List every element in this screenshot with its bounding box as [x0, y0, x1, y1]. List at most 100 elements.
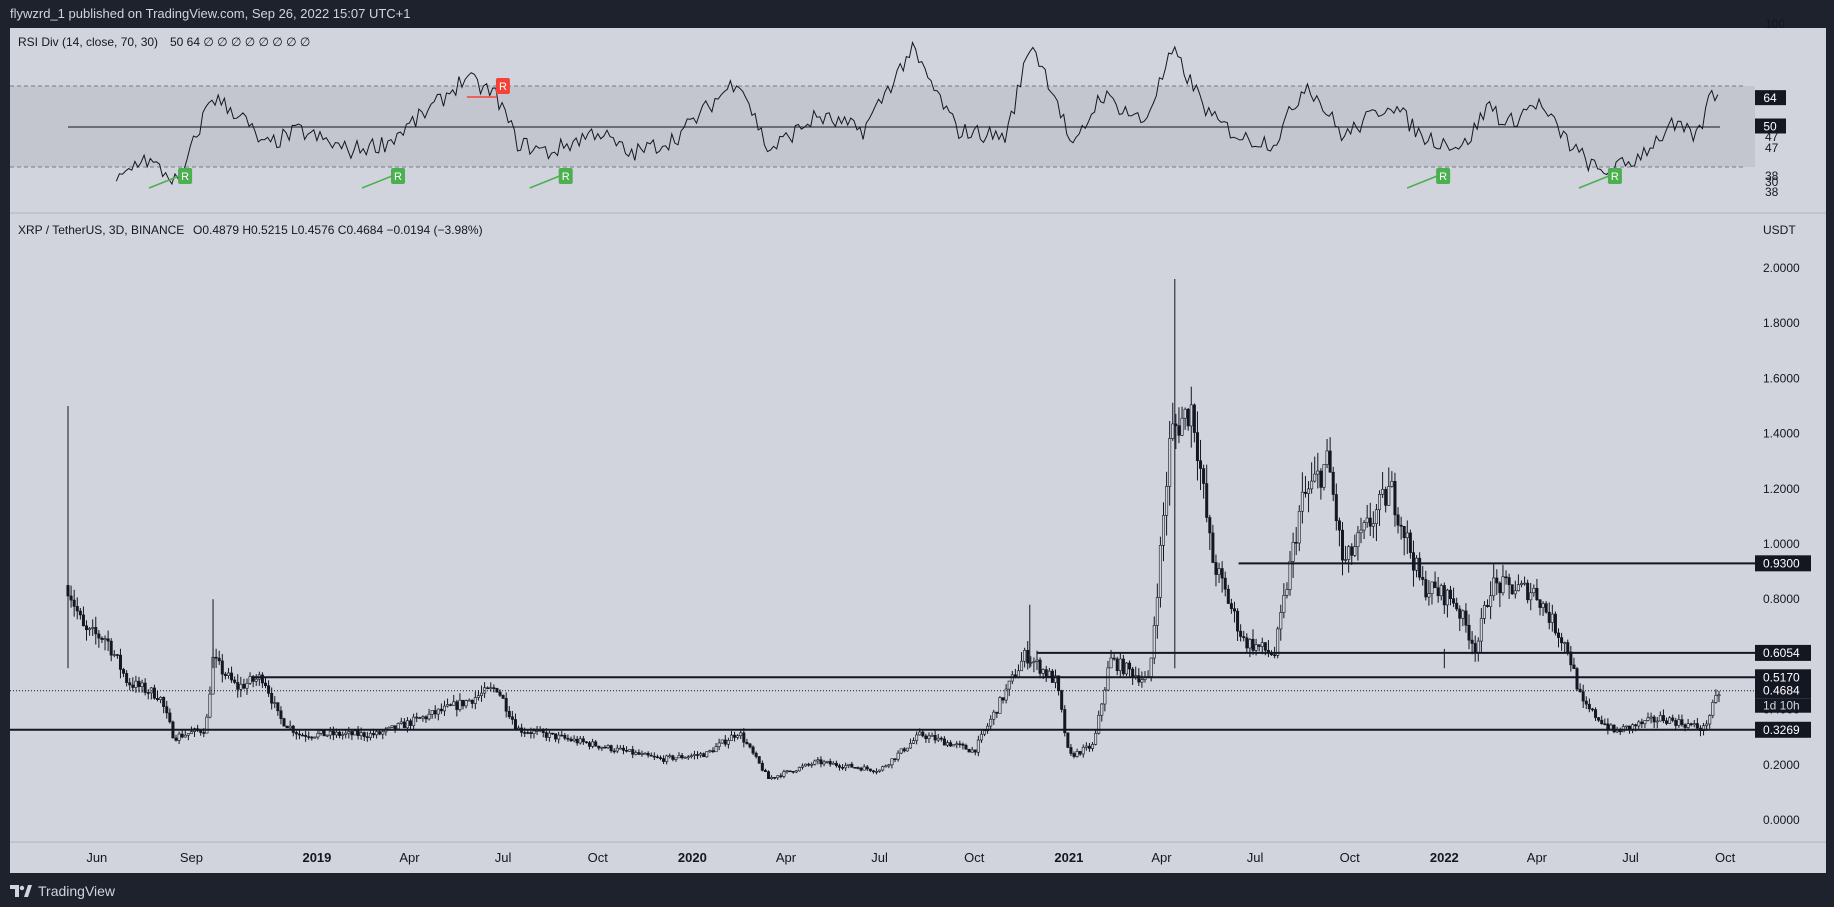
- candle-body: [547, 732, 551, 738]
- candle-body: [455, 701, 459, 710]
- price-panel[interactable]: XRP / TetherUS, 3D, BINANCE O0.4879 H0.5…: [10, 223, 1755, 780]
- candle-body: [365, 736, 369, 738]
- candle-body: [1334, 494, 1338, 522]
- candle-body: [896, 752, 900, 760]
- candle-body: [662, 758, 666, 762]
- candle-body: [1566, 642, 1570, 653]
- candle-body: [621, 747, 625, 751]
- candle-body: [418, 717, 422, 719]
- candle-body: [887, 764, 891, 767]
- candle-body: [859, 767, 863, 771]
- candle-body: [489, 687, 493, 689]
- candle-body: [100, 637, 104, 640]
- candle-body: [94, 627, 98, 635]
- candle-body: [168, 712, 172, 723]
- candle-body: [908, 743, 912, 749]
- candle-body: [952, 744, 956, 747]
- candle-body: [1297, 510, 1301, 544]
- candle-body: [449, 704, 453, 706]
- divergence-label: R: [562, 171, 570, 183]
- candle-body: [1032, 661, 1036, 663]
- price-tick-label: 1.0000: [1763, 537, 1800, 551]
- candle-body: [375, 731, 379, 736]
- candle-body: [569, 738, 573, 742]
- level-price-box: [1755, 644, 1811, 661]
- candle-body: [1384, 488, 1388, 506]
- candle-body: [1251, 639, 1255, 651]
- candle-body: [742, 732, 746, 743]
- candle-body: [767, 771, 771, 779]
- candle-body: [1560, 637, 1564, 644]
- time-tick-label: Apr: [1527, 850, 1548, 865]
- time-scale[interactable]: Jun Sep 2019 Apr Jul Oct 2020 Apr Jul Oct 2021 Apr J…: [10, 841, 1826, 865]
- candle-body: [677, 755, 681, 759]
- candle-body: [720, 739, 724, 744]
- candle-body: [267, 685, 271, 694]
- candle-body: [140, 682, 144, 688]
- candle-body: [899, 748, 903, 754]
- level-price-label: 0.6054: [1763, 646, 1800, 660]
- candle-body: [831, 762, 835, 765]
- candle-body: [921, 731, 925, 737]
- candle-body: [467, 699, 471, 702]
- chart-frame: [10, 28, 1826, 873]
- candle-body: [378, 731, 382, 735]
- candle-body: [131, 684, 135, 688]
- candle-body: [1436, 587, 1440, 597]
- candle-body: [1445, 589, 1449, 606]
- candle-body: [1211, 532, 1215, 563]
- level-price-label: 0.4684: [1763, 684, 1800, 698]
- candle-body: [983, 730, 987, 735]
- candle-body: [480, 692, 484, 696]
- rsi-panel[interactable]: R R R R R R RSI Div (14, close, 70, 30) 50 64…: [10, 35, 1755, 189]
- candle-body: [446, 704, 450, 707]
- rsi-tick-label: 38: [1765, 169, 1779, 183]
- bearish-divergence-badge: [495, 78, 510, 94]
- candle-body: [544, 732, 548, 738]
- brand-label: TradingView: [38, 883, 116, 899]
- candle-body: [1004, 688, 1008, 701]
- candle-body: [1328, 450, 1332, 473]
- candle-body: [1260, 642, 1264, 647]
- candle-body: [362, 732, 366, 737]
- candle-body: [723, 739, 727, 745]
- candle-body: [550, 732, 554, 735]
- candle-body: [322, 730, 326, 737]
- level-price-box: [1755, 669, 1811, 686]
- candle-body: [989, 718, 993, 727]
- candle-body: [1035, 659, 1039, 662]
- candle-body: [1149, 657, 1153, 677]
- candle-body: [513, 719, 517, 730]
- candle-body: [331, 730, 335, 736]
- divergence-label: R: [181, 171, 189, 183]
- chart-canvas[interactable]: R R R R R R RSI Div (14, close, 70, 30) 50 64…: [0, 0, 1834, 875]
- candle-body: [260, 674, 264, 684]
- candle-body: [1202, 468, 1206, 484]
- candle-body: [1319, 470, 1323, 488]
- candle-body: [961, 743, 965, 746]
- candle-body: [507, 710, 511, 718]
- candle-body: [1183, 408, 1187, 419]
- candle-body: [159, 697, 163, 700]
- candle-body: [603, 746, 607, 749]
- tradingview-brand[interactable]: TradingView: [10, 875, 115, 907]
- candle-body: [1421, 577, 1425, 580]
- candle-body: [1464, 610, 1468, 626]
- candle-body: [174, 737, 178, 741]
- candle-body: [591, 741, 595, 747]
- candle-body: [1347, 546, 1351, 560]
- candle-body: [1486, 605, 1490, 607]
- candle-body: [344, 732, 348, 735]
- candle-body: [347, 731, 351, 734]
- candle-body: [1322, 464, 1326, 488]
- candle-body: [1112, 657, 1116, 660]
- candle-body: [134, 680, 138, 688]
- candle-body: [1717, 694, 1721, 697]
- candle-body: [1680, 719, 1684, 725]
- candle-body: [930, 735, 934, 737]
- candle-body: [1658, 715, 1662, 722]
- candle-body: [1365, 517, 1369, 523]
- candle-body: [1026, 650, 1030, 664]
- candle-body: [1195, 432, 1199, 462]
- price-scale[interactable]: USDT 2.0000 1.8000 1.6000 1.4000 1.2000 1.000…: [1755, 223, 1811, 827]
